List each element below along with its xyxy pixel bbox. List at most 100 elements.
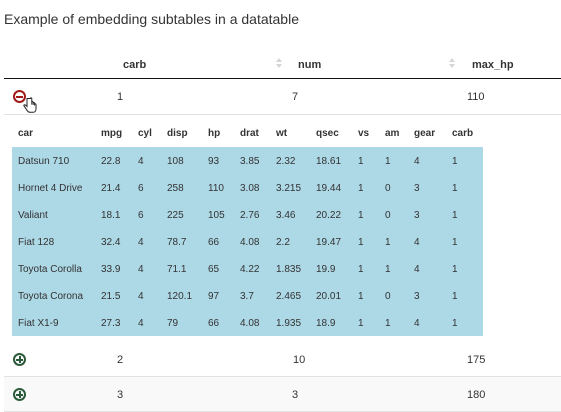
header-num[interactable]: num bbox=[298, 59, 322, 71]
subcell-gear: 4 bbox=[414, 264, 420, 275]
cell-max-hp: 110 bbox=[467, 91, 485, 103]
subheader-car: car bbox=[18, 128, 34, 139]
subcell-carb: 1 bbox=[452, 264, 458, 275]
collapse-row-icon[interactable] bbox=[13, 90, 26, 103]
subcell-vs: 1 bbox=[358, 237, 364, 248]
expand-row-icon[interactable] bbox=[13, 388, 26, 401]
cell-num: 7 bbox=[292, 91, 299, 103]
subcell-hp: 97 bbox=[208, 291, 220, 302]
subcell-disp: 120.1 bbox=[167, 291, 193, 302]
subcell-gear: 3 bbox=[414, 183, 420, 194]
subheader-am: am bbox=[385, 128, 400, 139]
subcell-am: 0 bbox=[385, 291, 391, 302]
subcell-gear: 3 bbox=[414, 291, 420, 302]
subcell-vs: 1 bbox=[358, 318, 364, 329]
subcell-vs: 1 bbox=[358, 210, 364, 221]
subcell-cyl: 4 bbox=[138, 291, 144, 302]
subcell-cyl: 4 bbox=[138, 318, 144, 329]
sort-icon[interactable] bbox=[449, 58, 455, 68]
subcell-qsec: 19.44 bbox=[316, 183, 342, 194]
subheader-disp: disp bbox=[167, 128, 188, 139]
subheader-carb: carb bbox=[452, 128, 474, 139]
subcell-cyl: 4 bbox=[138, 264, 144, 275]
subcell-am: 1 bbox=[385, 237, 391, 248]
subcell-drat: 3.7 bbox=[240, 291, 254, 302]
subtable-row: Fiat X1-9 27.3 4 79 66 4.08 1.935 18.9 1 1 4 1 bbox=[12, 309, 483, 336]
subcell-car: Toyota Corona bbox=[18, 291, 84, 302]
subcell-qsec: 18.9 bbox=[316, 318, 336, 329]
subtable-header: car mpg cyl disp hp drat wt qsec vs am g… bbox=[12, 119, 483, 147]
subcell-drat: 4.22 bbox=[240, 264, 260, 275]
subcell-qsec: 18.61 bbox=[316, 156, 342, 167]
table-rows-collapsed: 2 10 175 3 3 180 bbox=[4, 342, 561, 412]
subtable-row: Toyota Corolla 33.9 4 71.1 65 4.22 1.835 19.9 1 1… bbox=[12, 255, 483, 282]
subtable-row: Valiant 18.1 6 225 105 2.76 3.46 20.22 1 0 3 1 bbox=[12, 201, 483, 228]
table-row: 1 7 110 bbox=[4, 79, 561, 115]
subcell-am: 1 bbox=[385, 318, 391, 329]
subcell-mpg: 32.4 bbox=[101, 237, 121, 248]
subcell-vs: 1 bbox=[358, 264, 364, 275]
subcell-car: Fiat X1-9 bbox=[18, 318, 59, 329]
subcell-car: Fiat 128 bbox=[18, 237, 55, 248]
subcell-mpg: 33.9 bbox=[101, 264, 121, 275]
subcell-qsec: 19.47 bbox=[316, 237, 342, 248]
subheader-wt: wt bbox=[276, 128, 288, 139]
cell-max-hp: 175 bbox=[467, 354, 486, 366]
subcell-hp: 93 bbox=[208, 156, 220, 167]
cell-carb: 2 bbox=[117, 354, 124, 366]
cell-carb: 3 bbox=[117, 389, 124, 401]
subcell-vs: 1 bbox=[358, 291, 364, 302]
subheader-qsec: qsec bbox=[316, 128, 339, 139]
subcell-cyl: 4 bbox=[138, 237, 144, 248]
subcell-disp: 258 bbox=[167, 183, 184, 194]
subcell-disp: 78.7 bbox=[167, 237, 187, 248]
subcell-wt: 2.465 bbox=[276, 291, 302, 302]
subcell-carb: 1 bbox=[452, 156, 458, 167]
subcell-hp: 66 bbox=[208, 318, 220, 329]
subheader-gear: gear bbox=[414, 128, 436, 139]
subcell-am: 0 bbox=[385, 183, 391, 194]
subcell-wt: 2.32 bbox=[276, 156, 296, 167]
subcell-hp: 66 bbox=[208, 237, 220, 248]
subcell-drat: 4.08 bbox=[240, 318, 260, 329]
subcell-gear: 4 bbox=[414, 237, 420, 248]
cell-carb: 1 bbox=[117, 91, 124, 103]
table-header: carb num max_hp bbox=[4, 48, 561, 79]
table-row: 2 10 175 bbox=[4, 342, 561, 377]
subcell-mpg: 27.3 bbox=[101, 318, 121, 329]
subcell-drat: 4.08 bbox=[240, 237, 260, 248]
subcell-gear: 4 bbox=[414, 318, 420, 329]
subtable-row: Hornet 4 Drive 21.4 6 258 110 3.08 3.215 19.44 1… bbox=[12, 174, 483, 201]
subcell-wt: 2.2 bbox=[276, 237, 290, 248]
subcell-disp: 79 bbox=[167, 318, 179, 329]
subcell-gear: 4 bbox=[414, 156, 420, 167]
subheader-drat: drat bbox=[240, 128, 259, 139]
subcell-mpg: 18.1 bbox=[101, 210, 121, 221]
subcell-carb: 1 bbox=[452, 291, 458, 302]
subcell-car: Valiant bbox=[18, 210, 48, 221]
sort-icon[interactable] bbox=[276, 58, 282, 68]
subcell-am: 0 bbox=[385, 210, 391, 221]
subcell-carb: 1 bbox=[452, 237, 458, 248]
subcell-qsec: 19.9 bbox=[316, 264, 336, 275]
subheader-cyl: cyl bbox=[138, 128, 152, 139]
subcell-drat: 3.08 bbox=[240, 183, 260, 194]
header-max-hp[interactable]: max_hp bbox=[472, 59, 514, 71]
subcell-car: Datsun 710 bbox=[18, 156, 70, 167]
expand-row-icon[interactable] bbox=[13, 353, 26, 366]
hand-cursor-icon bbox=[23, 97, 37, 113]
subcell-vs: 1 bbox=[358, 156, 364, 167]
subheader-hp: hp bbox=[208, 128, 221, 139]
subcell-wt: 1.935 bbox=[276, 318, 302, 329]
subcell-hp: 110 bbox=[208, 183, 224, 194]
subcell-qsec: 20.01 bbox=[316, 291, 342, 302]
subcell-cyl: 6 bbox=[138, 183, 144, 194]
subcell-car: Hornet 4 Drive bbox=[18, 183, 83, 194]
subcell-drat: 3.85 bbox=[240, 156, 260, 167]
subcell-carb: 1 bbox=[452, 318, 458, 329]
subcell-disp: 108 bbox=[167, 156, 184, 167]
nested-subtable: car mpg cyl disp hp drat wt qsec vs am g… bbox=[12, 119, 483, 336]
subcell-carb: 1 bbox=[452, 183, 458, 194]
header-carb[interactable]: carb bbox=[123, 59, 147, 71]
subcell-disp: 225 bbox=[167, 210, 184, 221]
